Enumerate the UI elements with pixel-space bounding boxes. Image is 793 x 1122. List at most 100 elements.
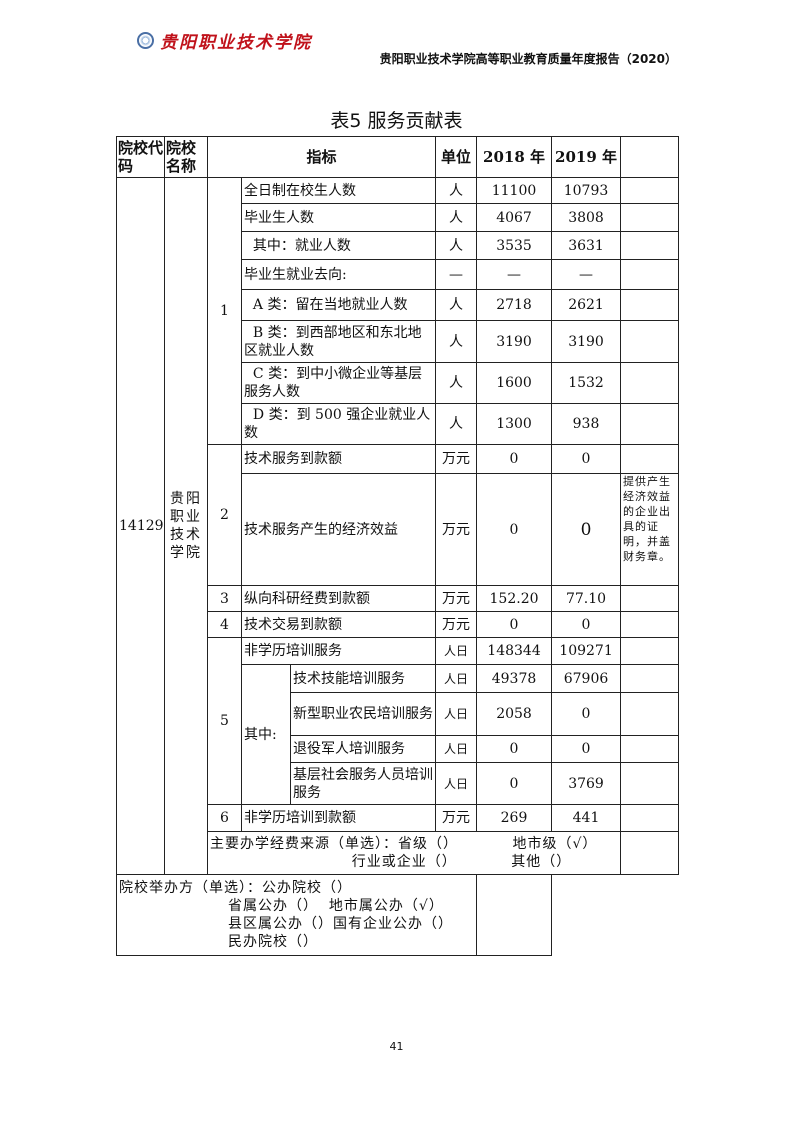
funding-line: 行业或企业（） 其他（） bbox=[210, 854, 572, 870]
value-2018: 2058 bbox=[476, 692, 553, 736]
value-2018: 0 bbox=[476, 444, 553, 474]
value-2019: 3190 bbox=[551, 320, 622, 363]
note bbox=[620, 177, 680, 204]
section-no: 6 bbox=[207, 804, 242, 832]
value-2019: 0 bbox=[551, 692, 622, 736]
indicator-label: 基层社会服务人员培训服务 bbox=[289, 762, 437, 805]
indicator-label: 技术服务到款额 bbox=[240, 444, 437, 474]
value-2019: 2621 bbox=[551, 289, 622, 321]
value-2019: — bbox=[551, 259, 622, 290]
indicator-label: A 类：留在当地就业人数 bbox=[240, 289, 437, 321]
value-2019: 10793 bbox=[551, 177, 622, 204]
col-header-indicator: 指标 bbox=[206, 136, 437, 178]
indicator-label: 新型职业农民培训服务 bbox=[289, 692, 437, 736]
note bbox=[620, 762, 680, 805]
value-2018: — bbox=[476, 259, 553, 290]
section-no: 3 bbox=[207, 585, 242, 612]
unit: 人 bbox=[435, 362, 478, 404]
value-2019: 0 bbox=[551, 473, 622, 586]
unit: 人日 bbox=[435, 692, 478, 736]
col-header-2019: 2019 年 bbox=[551, 136, 622, 178]
note bbox=[620, 692, 680, 736]
unit: 万元 bbox=[435, 804, 478, 832]
unit: 人日 bbox=[435, 664, 478, 693]
value-2018: 1600 bbox=[476, 362, 553, 404]
unit: 万元 bbox=[435, 611, 478, 638]
unit: 人 bbox=[435, 177, 478, 204]
value-2018: 4067 bbox=[476, 203, 553, 232]
unit: 万元 bbox=[435, 473, 478, 586]
value-2019: 3631 bbox=[551, 231, 622, 260]
sponsor-line: 民办院校（） bbox=[119, 934, 319, 950]
note bbox=[620, 403, 680, 445]
note bbox=[620, 804, 680, 832]
unit: — bbox=[435, 259, 478, 290]
col-header-name: 院校名称 bbox=[164, 136, 208, 178]
indicator-label: 技术技能培训服务 bbox=[289, 664, 437, 693]
funding-line: 主要办学经费来源（单选）：省级（） 地市级（√） bbox=[210, 836, 598, 852]
note bbox=[620, 320, 680, 363]
value-2018: 0 bbox=[476, 473, 553, 586]
unit: 人日 bbox=[435, 735, 478, 763]
indicator-label: 技术交易到款额 bbox=[240, 611, 437, 638]
note bbox=[620, 444, 680, 474]
indicator-label: 全日制在校生人数 bbox=[240, 177, 437, 204]
value-2019: 67906 bbox=[551, 664, 622, 693]
unit: 人 bbox=[435, 231, 478, 260]
section-no: 1 bbox=[207, 177, 242, 445]
value-2019: 0 bbox=[551, 735, 622, 763]
logo-text: 贵阳职业技术学院 bbox=[160, 33, 312, 53]
school-name: 贵阳职业技术学院 bbox=[164, 177, 208, 875]
indicator-label: B 类：到西部地区和东北地区就业人数 bbox=[240, 320, 437, 363]
indicator-label: 退役军人培训服务 bbox=[289, 735, 437, 763]
value-2018: 11100 bbox=[476, 177, 553, 204]
note bbox=[620, 362, 680, 404]
sponsor-line: 院校举办方（单选）：公办院校（） bbox=[119, 880, 352, 896]
service-contribution-table: 院校代码 院校名称 指标 单位 2018 年 2019 年 14129 贵阳职业… bbox=[115, 136, 680, 956]
note bbox=[620, 259, 680, 290]
school-sponsor: 院校举办方（单选）：公办院校（） 省属公办（） 地市属公办（√） 县区属公办（）… bbox=[115, 874, 478, 956]
value-2018: 2718 bbox=[476, 289, 553, 321]
sponsor-line: 省属公办（） 地市属公办（√） bbox=[119, 898, 444, 914]
value-2019: 3769 bbox=[551, 762, 622, 805]
unit: 万元 bbox=[435, 444, 478, 474]
value-2018: 3190 bbox=[476, 320, 553, 363]
indicator-label: 非学历培训到款额 bbox=[240, 804, 437, 832]
section-no: 2 bbox=[207, 444, 242, 586]
value-2019: 1532 bbox=[551, 362, 622, 404]
unit: 万元 bbox=[435, 585, 478, 612]
col-header-code: 院校代码 bbox=[116, 136, 165, 178]
school-code: 14129 bbox=[116, 177, 165, 875]
note bbox=[620, 735, 680, 763]
value-2019: 3808 bbox=[551, 203, 622, 232]
college-logo: 贵阳职业技术学院 bbox=[137, 28, 312, 53]
unit: 人 bbox=[435, 203, 478, 232]
value-2019: 441 bbox=[551, 804, 622, 832]
indicator-label: 毕业生就业去向: bbox=[240, 259, 437, 290]
value-2018: 152.20 bbox=[476, 585, 553, 612]
unit: 人 bbox=[435, 320, 478, 363]
value-2018: 0 bbox=[476, 762, 553, 805]
value-2019: 938 bbox=[551, 403, 622, 445]
indicator-label: 毕业生人数 bbox=[240, 203, 437, 232]
unit: 人日 bbox=[435, 637, 478, 665]
college-seal-icon bbox=[137, 32, 154, 49]
indicator-label: 其中：就业人数 bbox=[240, 231, 437, 260]
table-title: 表5 服务贡献表 bbox=[330, 110, 463, 132]
sub-label: 其中: bbox=[241, 664, 291, 805]
value-2019: 0 bbox=[551, 611, 622, 638]
col-header-2018: 2018 年 bbox=[476, 136, 553, 178]
indicator-label: C 类：到中小微企业等基层服务人数 bbox=[240, 362, 437, 404]
value-2018: 49378 bbox=[476, 664, 553, 693]
col-header-note bbox=[620, 136, 680, 178]
sponsor-line: 县区属公办（）国有企业公办（） bbox=[119, 916, 454, 932]
note: 提供产生经济效益的企业出具的证明，并盖财务章。 bbox=[620, 473, 680, 586]
note bbox=[620, 664, 680, 693]
note bbox=[620, 611, 680, 638]
note bbox=[620, 231, 680, 260]
col-header-unit: 单位 bbox=[435, 136, 478, 178]
note bbox=[620, 203, 680, 232]
note bbox=[620, 289, 680, 321]
section-no: 4 bbox=[207, 611, 242, 638]
value-2018: 0 bbox=[476, 611, 553, 638]
